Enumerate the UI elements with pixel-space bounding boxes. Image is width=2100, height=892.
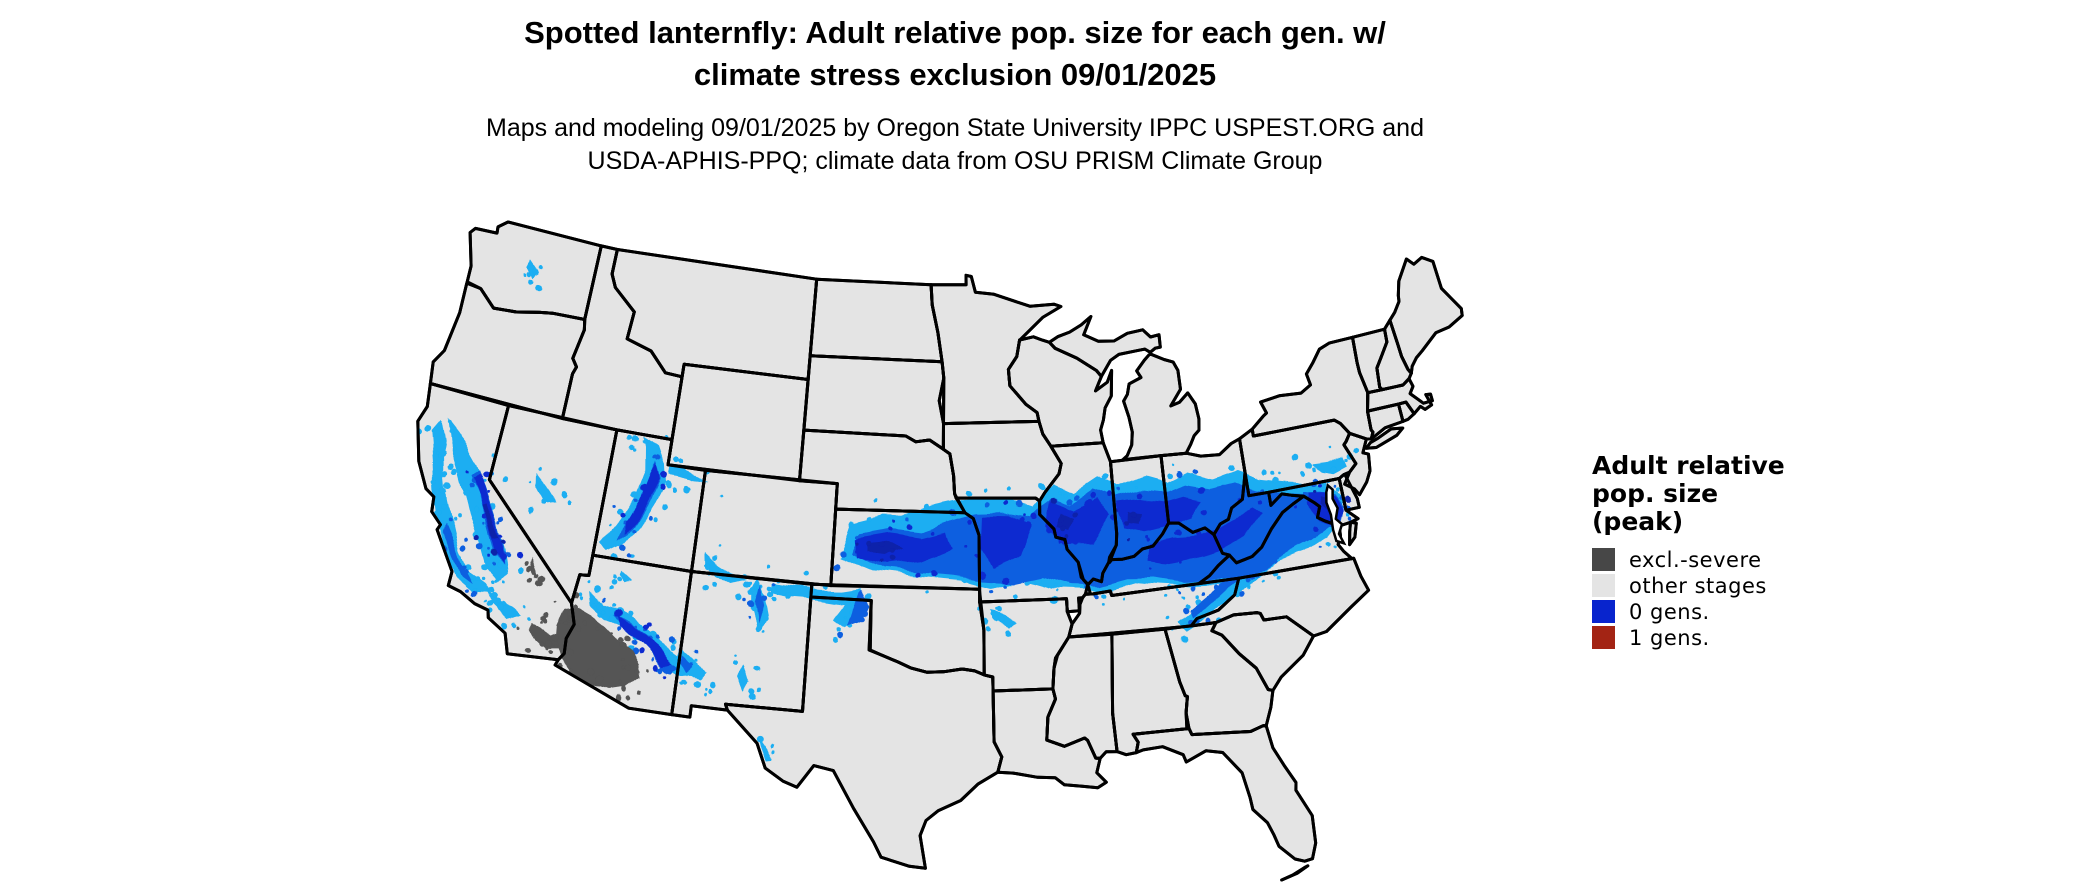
legend-title-line-3: (peak) — [1592, 507, 1684, 536]
legend-item-0-gens: 0 gens. — [1592, 599, 1785, 624]
legend-title: Adult relative pop. size (peak) — [1592, 452, 1785, 536]
state-wy — [666, 362, 810, 483]
legend-label-0-gens: 0 gens. — [1629, 599, 1710, 624]
legend-item-other-stages: other stages — [1592, 573, 1785, 598]
legend-title-line-1: Adult relative — [1592, 451, 1785, 480]
legend-label-1-gens: 1 gens. — [1629, 625, 1710, 650]
subtitle-line-2: USDA-APHIS-PPQ; climate data from OSU PR… — [587, 147, 1323, 175]
title-line-2: climate stress exclusion 09/01/2025 — [693, 57, 1217, 92]
chesapeake-bay — [1325, 483, 1347, 546]
legend-item-1-gens: 1 gens. — [1592, 625, 1785, 650]
legend: Adult relative pop. size (peak) excl.-se… — [1592, 452, 1785, 651]
figure-subtitle: Maps and modeling 09/01/2025 by Oregon S… — [0, 112, 1910, 178]
legend-swatch-1-gens — [1592, 626, 1615, 649]
legend-swatch-other-stages — [1592, 574, 1615, 597]
raster-layer — [417, 259, 1364, 762]
legend-swatch-excl-severe — [1592, 548, 1615, 571]
legend-label-excl-severe: excl.-severe — [1629, 547, 1762, 572]
state-borders — [416, 220, 1464, 882]
subtitle-line-1: Maps and modeling 09/01/2025 by Oregon S… — [486, 114, 1424, 142]
legend-item-excl-severe: excl.-severe — [1592, 547, 1785, 572]
legend-swatch-0-gens — [1592, 600, 1615, 623]
title-line-1: Spotted lanternfly: Adult relative pop. … — [524, 15, 1386, 50]
state-nd — [808, 277, 944, 364]
state-fl — [1131, 724, 1318, 882]
legend-label-other-stages: other stages — [1629, 573, 1767, 598]
legend-title-line-2: pop. size — [1592, 479, 1719, 508]
page-title: Spotted lanternfly: Adult relative pop. … — [0, 12, 1910, 96]
